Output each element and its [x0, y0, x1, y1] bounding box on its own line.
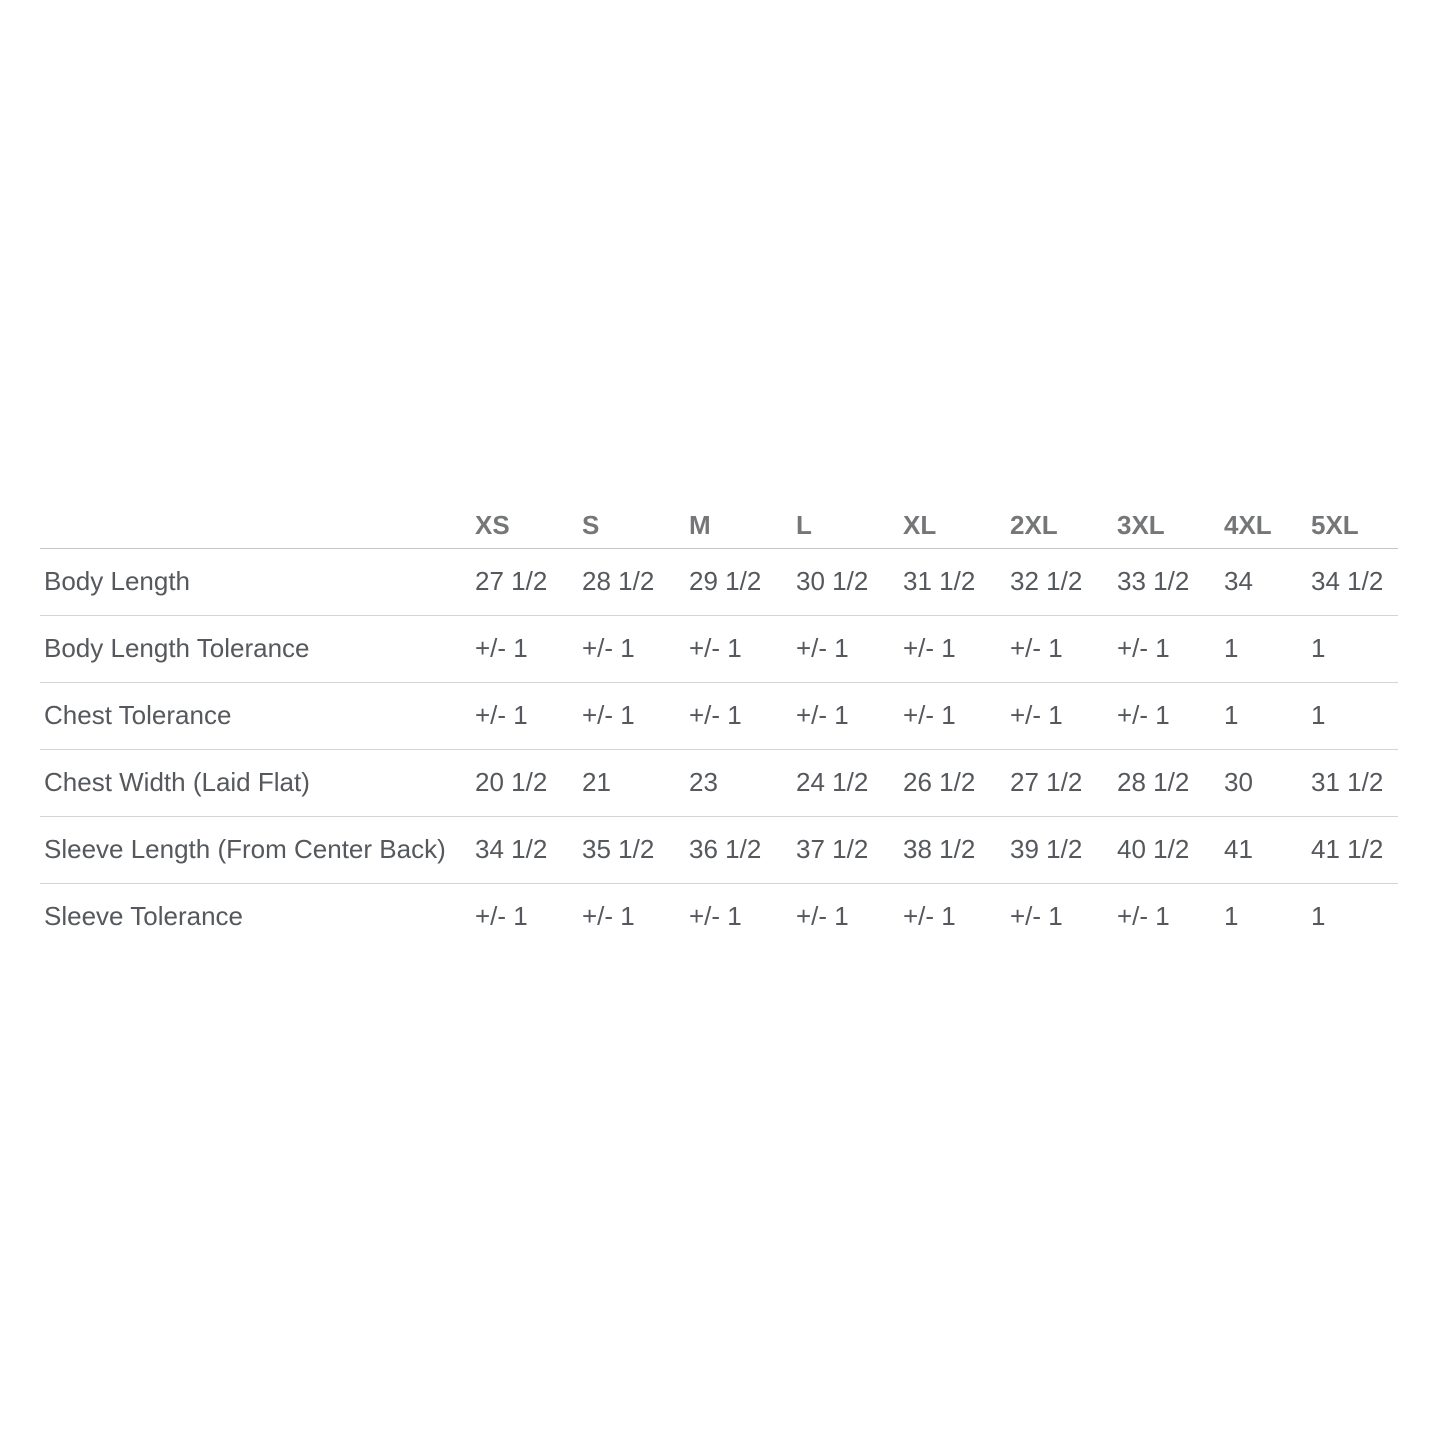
column-header-xl: XL	[903, 503, 1010, 549]
table-cell: 23	[689, 749, 796, 817]
column-header-2xl: 2XL	[1010, 503, 1117, 549]
table-row-body-length: Body Length 27 1/2 28 1/2 29 1/2 30 1/2 …	[40, 548, 1398, 616]
header-spacer	[40, 503, 475, 549]
table-cell: +/- 1	[475, 615, 582, 683]
table-cell: 30 1/2	[796, 548, 903, 616]
table-cell: +/- 1	[689, 682, 796, 750]
header-row: XS S M L XL 2XL 3XL 4XL 5XL	[40, 503, 1398, 549]
table-cell: +/- 1	[903, 901, 956, 932]
table-cell: 27 1/2	[475, 548, 582, 616]
table-cell: 31 1/2	[1311, 749, 1398, 817]
table-cell: 26 1/2	[903, 749, 1010, 817]
table-cell: 39 1/2	[1010, 816, 1117, 884]
table-cell: +/- 1	[1010, 901, 1063, 932]
table-cell: 29 1/2	[689, 548, 796, 616]
table-cell: +/- 1	[689, 901, 742, 932]
table-cell: 40 1/2	[1117, 816, 1224, 884]
table-cell: 37 1/2	[796, 816, 903, 884]
table-cell: +/- 1	[1117, 901, 1170, 932]
column-header-s: S	[582, 503, 689, 549]
table-cell: +/- 1	[1010, 615, 1117, 683]
table-cell: +/- 1	[1117, 682, 1224, 750]
row-label: Chest Width (Laid Flat)	[40, 749, 475, 817]
table-cell: 36 1/2	[689, 816, 796, 884]
column-header-m: M	[689, 503, 796, 549]
table-cell: +/- 1	[903, 615, 1010, 683]
table-cell: 38 1/2	[903, 816, 1010, 884]
column-header-4xl: 4XL	[1224, 503, 1311, 549]
table-cell: 30	[1224, 749, 1311, 817]
table-cell: 24 1/2	[796, 749, 903, 817]
table-cell: 1	[1224, 615, 1311, 683]
table-cell: +/- 1	[796, 615, 903, 683]
table-cell: 1	[1311, 682, 1398, 750]
table-cell: 41 1/2	[1311, 816, 1398, 884]
table-cell: 33 1/2	[1117, 548, 1224, 616]
row-label: Sleeve Tolerance	[44, 901, 243, 932]
table-cell: 28 1/2	[582, 548, 689, 616]
table-row-body-length-tolerance: Body Length Tolerance +/- 1 +/- 1 +/- 1 …	[40, 615, 1398, 683]
table-row-chest-width: Chest Width (Laid Flat) 20 1/2 21 23 24 …	[40, 749, 1398, 817]
table-cell: 1	[1311, 615, 1398, 683]
column-header-3xl: 3XL	[1117, 503, 1224, 549]
table-cell: 20 1/2	[475, 749, 582, 817]
table-cell: +/- 1	[1117, 615, 1224, 683]
table-cell: +/- 1	[1010, 682, 1117, 750]
table-cell: 32 1/2	[1010, 548, 1117, 616]
table-cell: 21	[582, 749, 689, 817]
row-label: Body Length Tolerance	[40, 615, 475, 683]
table-cell: 31 1/2	[903, 548, 1010, 616]
table-row-sleeve-length: Sleeve Length (From Center Back) 34 1/2 …	[40, 816, 1398, 884]
table-cell: +/- 1	[796, 682, 903, 750]
table-cell: 27 1/2	[1010, 749, 1117, 817]
table-cell: +/- 1	[796, 901, 849, 932]
table-cell: 34 1/2	[475, 816, 582, 884]
size-chart-table: XS S M L XL 2XL 3XL 4XL 5XL Body Length …	[40, 503, 1398, 950]
table-cell: 1	[1224, 682, 1311, 750]
table-cell: 35 1/2	[582, 816, 689, 884]
column-header-5xl: 5XL	[1311, 503, 1398, 549]
table-cell: 28 1/2	[1117, 749, 1224, 817]
table-cell: +/- 1	[582, 682, 689, 750]
table-cell: 1	[1311, 901, 1326, 932]
table-cell: +/- 1	[475, 901, 528, 932]
row-label: Chest Tolerance	[40, 682, 475, 750]
size-chart: XS S M L XL 2XL 3XL 4XL 5XL Body Length …	[40, 503, 1398, 950]
row-label: Sleeve Length (From Center Back)	[40, 816, 475, 884]
table-cell: +/- 1	[903, 682, 1010, 750]
column-header-xs: XS	[475, 503, 582, 549]
table-cell: 34	[1224, 548, 1311, 616]
row-label: Body Length	[40, 548, 475, 616]
table-row-sleeve-tolerance: Sleeve Tolerance +/- 1 +/- 1 +/- 1 +/- 1…	[40, 883, 1398, 950]
table-cell: +/- 1	[582, 615, 689, 683]
column-header-l: L	[796, 503, 903, 549]
table-cell: +/- 1	[475, 682, 582, 750]
table-cell: 34 1/2	[1311, 548, 1398, 616]
table-cell: 1	[1224, 901, 1239, 932]
table-row-chest-tolerance: Chest Tolerance +/- 1 +/- 1 +/- 1 +/- 1 …	[40, 682, 1398, 750]
table-cell: +/- 1	[689, 615, 796, 683]
table-cell: +/- 1	[582, 901, 635, 932]
table-cell: 41	[1224, 816, 1311, 884]
